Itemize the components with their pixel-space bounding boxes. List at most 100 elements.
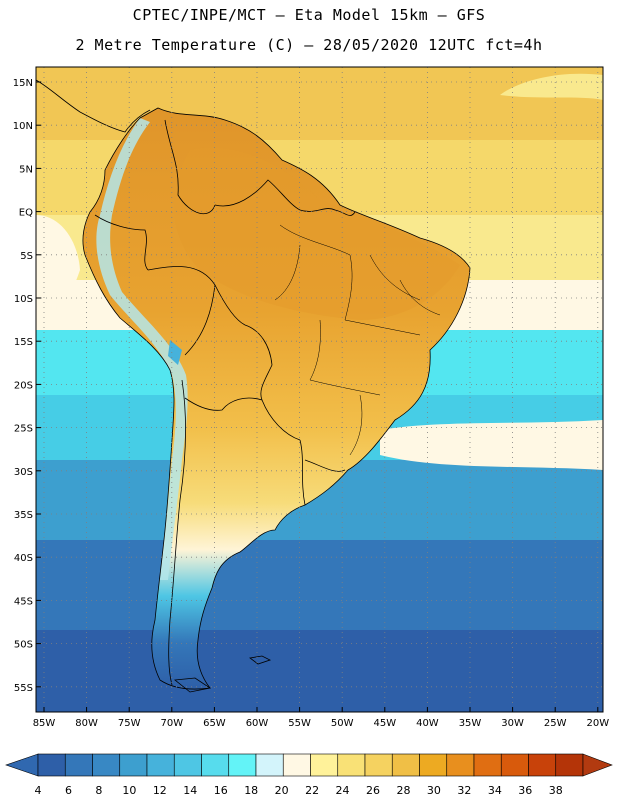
lon-label: 40W xyxy=(416,718,439,729)
ocean-band-6c xyxy=(36,540,603,630)
colorbar-swatch xyxy=(337,753,366,777)
border-peru-brazil xyxy=(147,266,246,326)
colorbar-swatch xyxy=(146,753,175,777)
colorbar-swatch xyxy=(228,753,257,777)
colorbar-label: 4 xyxy=(35,784,42,797)
border-bolivia-brazil xyxy=(244,324,273,401)
lon-label: 45W xyxy=(373,718,396,729)
lon-label: 80W xyxy=(75,718,98,729)
colorbar: 4 6 8 10 12 14 16 18 20 22 24 26 28 30 32 34 36 38 xyxy=(5,753,613,797)
lon-label: 85W xyxy=(33,718,56,729)
island-falklands xyxy=(249,655,272,665)
ocean-band-4c xyxy=(36,630,603,712)
lon-label: 55W xyxy=(288,718,311,729)
map-title: CPTEC/INPE/MCT – Eta Model 15km – GFS xyxy=(132,6,486,24)
colorbar-swatch xyxy=(473,753,502,777)
colorbar-swatch xyxy=(446,753,475,777)
latitude-labels: 15N 10N 5N EQ 5S 10S 15S 20S 25S 30S 35S 40S 45S 50S 5… xyxy=(13,78,41,694)
hot-amazon-zone xyxy=(173,147,460,320)
lat-label: 50S xyxy=(14,640,33,651)
lat-label: 45S xyxy=(14,596,33,607)
colorbar-label: 14 xyxy=(183,784,197,797)
colorbar-label: 8 xyxy=(95,784,102,797)
colorbar-swatch xyxy=(555,753,584,777)
colorbar-label: 22 xyxy=(305,784,319,797)
country-borders xyxy=(36,79,471,693)
lon-label: 50W xyxy=(331,718,354,729)
border-venezuela-brazil xyxy=(214,179,301,211)
border-argentina-uruguay xyxy=(299,439,306,506)
colorbar-swatch xyxy=(119,753,148,777)
lat-label: 15S xyxy=(14,337,33,348)
lat-label: 40S xyxy=(14,553,33,564)
border-uruguay-brazil xyxy=(304,459,346,472)
cold-tongue-pacific xyxy=(36,215,80,330)
colorbar-swatch xyxy=(528,753,557,777)
lat-label: 5S xyxy=(20,251,33,262)
colorbar-swatch xyxy=(64,753,93,777)
map-area xyxy=(36,67,603,712)
colorbar-label: 26 xyxy=(366,784,380,797)
lat-label: 25S xyxy=(14,424,33,435)
colorbar-swatch xyxy=(500,753,529,777)
colorbar-label: 24 xyxy=(336,784,350,797)
map-frame xyxy=(35,66,604,713)
lon-label: 70W xyxy=(160,718,183,729)
colorbar-swatch xyxy=(310,753,339,777)
colorbar-label: 20 xyxy=(275,784,289,797)
colorbar-swatch xyxy=(173,753,202,777)
lon-label: 65W xyxy=(203,718,226,729)
colorbar-label: 32 xyxy=(457,784,471,797)
colorbar-label: 28 xyxy=(396,784,410,797)
tierra-del-fuego xyxy=(173,677,212,693)
lake-titicaca-region xyxy=(168,340,182,365)
colorbar-swatch xyxy=(419,753,448,777)
lat-label: 35S xyxy=(14,510,33,521)
cool-tongue-south-atlantic xyxy=(380,420,603,470)
colorbar-label: 38 xyxy=(549,784,563,797)
lon-label: 25W xyxy=(544,718,567,729)
lon-label: 30W xyxy=(501,718,524,729)
colorbar-label: 12 xyxy=(153,784,167,797)
lat-label: EQ xyxy=(19,208,33,219)
lat-label: 5N xyxy=(19,164,33,175)
colorbar-label: 34 xyxy=(488,784,502,797)
lat-label: 10S xyxy=(14,294,33,305)
colorbar-over-arrow xyxy=(582,753,613,777)
colorbar-under-arrow xyxy=(5,753,39,777)
map-subtitle: 2 Metre Temperature (C) – 28/05/2020 12U… xyxy=(75,36,543,54)
brazil-state-borders xyxy=(274,224,441,456)
ocean-band-28c xyxy=(36,67,603,140)
border-paraguay-brazil xyxy=(261,399,301,441)
border-ecuador-peru xyxy=(94,214,149,271)
colorbar-swatch xyxy=(282,753,311,777)
lat-label: 15N xyxy=(13,78,33,89)
colorbar-swatch xyxy=(37,753,66,777)
colorbar-swatch xyxy=(92,753,121,777)
lat-label: 55S xyxy=(14,683,33,694)
colorbar-label: 30 xyxy=(427,784,441,797)
lon-label: 35W xyxy=(459,718,482,729)
ocean-tongues xyxy=(36,73,603,470)
warm-atlantic-east xyxy=(500,73,603,100)
border-bolivia-paraguay xyxy=(184,397,263,411)
lat-label: 30S xyxy=(14,467,33,478)
longitude-labels: 85W 80W 75W 70W 65W 60W 55W 50W 45W 40W 35W 30W 25W 2… xyxy=(33,707,609,729)
colorbar-swatch xyxy=(391,753,420,777)
colorbar-label: 16 xyxy=(214,784,228,797)
colorbar-swatch xyxy=(255,753,284,777)
colorbar-label: 18 xyxy=(244,784,258,797)
border-chile-argentina xyxy=(168,379,186,686)
colorbar-swatch xyxy=(364,753,393,777)
continent-coastline xyxy=(82,107,471,690)
lon-label: 60W xyxy=(246,718,269,729)
colorbar-swatch xyxy=(201,753,230,777)
central-america-coast xyxy=(36,79,151,133)
lon-label: 75W xyxy=(118,718,141,729)
colorbar-label: 6 xyxy=(65,784,72,797)
lon-label: 20W xyxy=(586,718,609,729)
border-peru-bolivia xyxy=(184,284,216,356)
lat-label: 10N xyxy=(13,121,33,132)
colorbar-label: 10 xyxy=(122,784,136,797)
